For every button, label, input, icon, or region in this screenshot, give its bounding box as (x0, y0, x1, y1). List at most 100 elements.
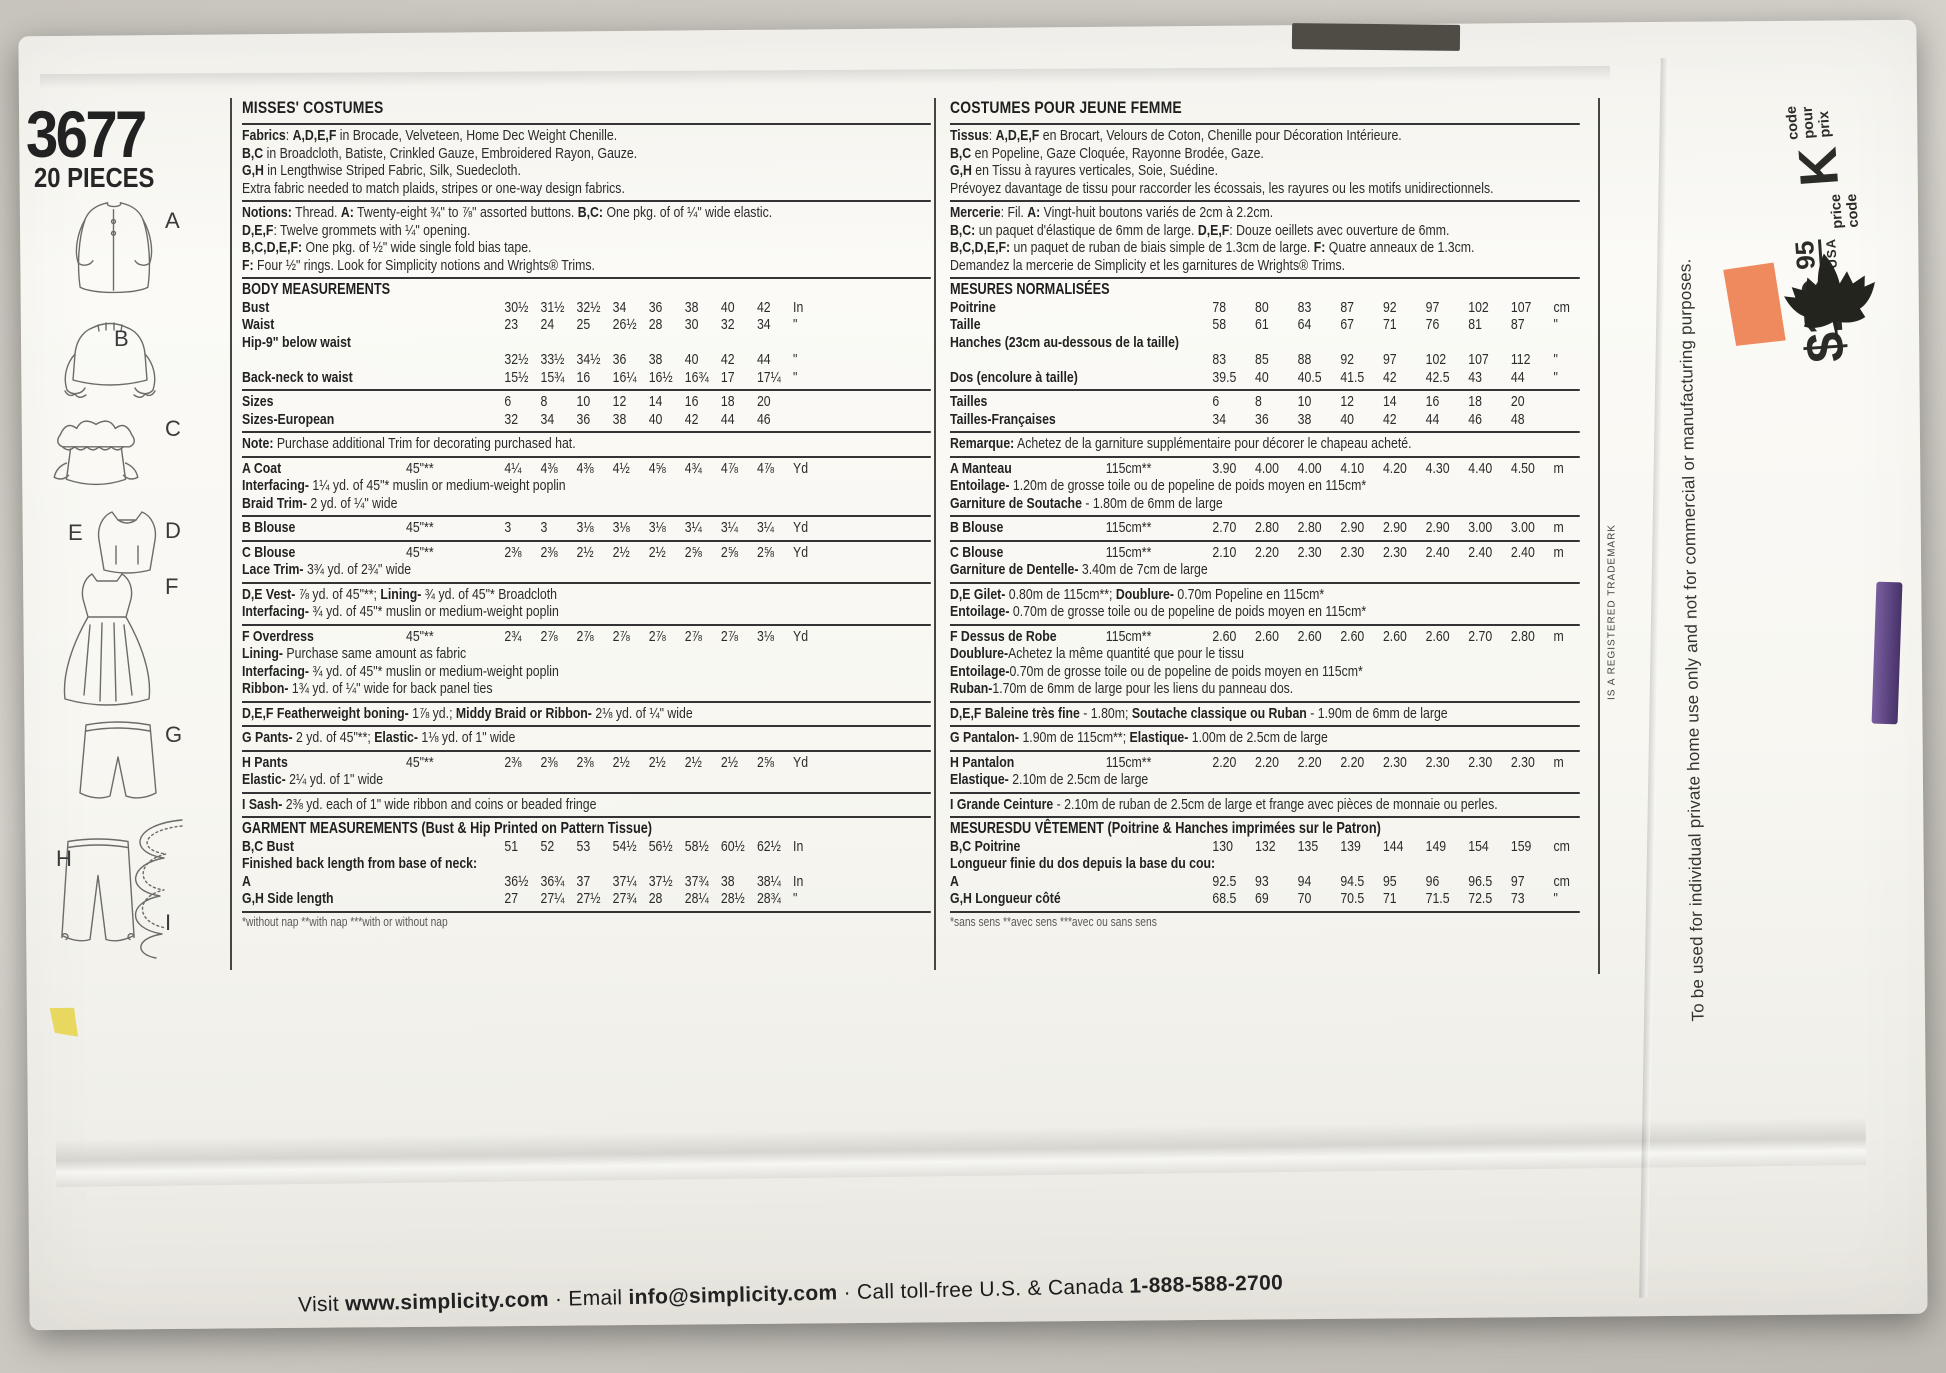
size-value: 159 (1510, 837, 1532, 855)
size-value: 2.70 (1212, 519, 1237, 536)
size-value: 23 (504, 316, 519, 333)
fabric-width (406, 838, 504, 856)
size-value: 2⅜ (540, 543, 558, 561)
subsection-heading: MESURESDU VÊTEMENT (Poitrine & Hanches i… (950, 820, 1381, 837)
text-segment: Notions: (242, 204, 292, 221)
size-value: 44 (1425, 410, 1440, 428)
unit-label: Yd (793, 519, 809, 536)
size-value: 2½ (612, 543, 630, 561)
row-label: F Dessus de Robe (950, 628, 1106, 646)
text-row: I Grande Ceinture - 2.10m de ruban de 2.… (950, 796, 1580, 814)
size-value: 15½ (504, 368, 529, 386)
text-row: Finished back length from base of neck: (242, 855, 931, 873)
text-segment: Entoilage- (950, 477, 1010, 494)
text-segment: 2.10m de 2.5cm de large (1008, 771, 1149, 788)
size-value: 46 (1468, 410, 1482, 428)
text-segment: Longueur finie du dos depuis la base du … (950, 855, 1216, 872)
size-value: 2.60 (1297, 627, 1322, 645)
data-row: Poitrine 78 80 83 87 92 97 102 107 cm (950, 299, 1580, 317)
size-value: 6 (504, 393, 512, 410)
text-segment: B,C: (577, 204, 604, 221)
text-segment: Prévoyez davantage de tissu pour raccord… (950, 179, 1494, 197)
text-segment: Lining- (380, 585, 422, 603)
text-row: Ribbon- 1¾ yd. of ¼" wide for back panel… (242, 680, 931, 698)
text-segment: Waist (242, 316, 275, 333)
size-value: 46 (756, 410, 771, 428)
size-value: 18 (720, 393, 735, 410)
data-row: G,H Side length 27 27¼ 27½ 27¾ 28 28¼ 28½ 28¾ " (242, 890, 931, 908)
size-value: 16 (576, 368, 591, 386)
text-segment: 1¾ yd. of ¼" wide for back panel ties (288, 680, 493, 697)
pour-word-3: prix (1815, 110, 1834, 139)
price-code-letter: K (1787, 145, 1851, 189)
size-value: 93 (1255, 872, 1269, 890)
text-row: Entoilage- 0.70m de grosse toile ou de p… (950, 603, 1580, 621)
divider (950, 539, 1580, 542)
size-value: 92 (1340, 351, 1355, 368)
size-value: 54½ (612, 837, 637, 855)
size-value: 2.30 (1510, 753, 1535, 771)
text-row: G Pantalon- 1.90m de 115cm**; Elastique-… (950, 729, 1580, 747)
text-segment: Vingt-huit boutons variés de 2cm à 2.2cm… (1040, 204, 1274, 221)
size-value: 4.00 (1297, 459, 1322, 477)
data-row: B,C Bust 51 52 53 54½ 56½ 58½ 60½ 62½ In (242, 838, 931, 856)
size-value: 30½ (504, 298, 529, 316)
text-segment: Sizes (242, 393, 274, 410)
text-segment: Extra fabric needed to match plaids, str… (242, 179, 625, 197)
data-row: Taille 58 61 64 67 71 76 81 87 " (950, 316, 1580, 334)
data-row: Sizes 6 8 10 12 14 16 18 20 (242, 393, 931, 411)
unit-label: Yd (793, 543, 809, 561)
text-segment: 1¼ yd. of 45"* muslin or medium-weight p… (308, 477, 566, 494)
size-value: 2⅞ (720, 627, 738, 645)
fabric-width (406, 369, 504, 387)
size-value: 3.00 (1510, 519, 1535, 536)
data-row: Tailles 6 8 10 12 14 16 18 20 (950, 393, 1580, 411)
data-row: H Pants 45"** 2⅜ 2⅜ 2⅜ 2½ 2½ 2½ 2½ 2⅝ Yd (242, 754, 931, 772)
size-value: 2.80 (1297, 519, 1322, 536)
size-value: 95 (1382, 872, 1397, 890)
size-value: 2⅞ (648, 627, 666, 645)
text-segment: Entoilage- (950, 603, 1010, 620)
size-value: 16 (684, 393, 699, 410)
text-segment: Thread. (291, 204, 341, 221)
text-segment: A Manteau (950, 459, 1012, 477)
unit-label: " (1553, 316, 1558, 333)
row-label: Poitrine (950, 299, 1106, 317)
size-value: 2⅜ (504, 543, 522, 561)
divider-sketch-column (230, 98, 232, 970)
text-segment: Elastic- (374, 729, 418, 746)
fabric-width: 45"** (406, 627, 434, 645)
sketch-label-g: G (165, 722, 183, 747)
size-value: 3 (504, 519, 512, 536)
divider (950, 749, 1580, 752)
size-value: 36 (576, 410, 591, 428)
data-row: A Coat 45"** 4¼ 4⅜ 4⅜ 4½ 4⅝ 4¾ 4⅞ 4⅞ Yd (242, 460, 931, 478)
text-row: B,C,D,E,F: One pkg. of ½" wide single fo… (242, 239, 931, 257)
divider (950, 515, 1580, 517)
size-value: 2.70 (1468, 627, 1493, 645)
divider (242, 515, 931, 517)
unit-label: m (1553, 627, 1564, 645)
unit-label: In (793, 872, 804, 890)
text-segment: Doublure- (1115, 585, 1174, 603)
size-value: 28¾ (756, 890, 781, 907)
text-segment: in Broadcloth, Batiste, Crinkled Gauze, … (263, 144, 638, 162)
fabric-width: 45"** (406, 519, 434, 536)
fabric-width (406, 299, 504, 317)
size-value: 38 (1297, 410, 1312, 428)
text-segment: Back-neck to waist (242, 368, 353, 386)
row-label: Taille (950, 316, 1106, 334)
fabric-width: 115cm** (1105, 627, 1152, 645)
fabric-width (1106, 890, 1213, 908)
divider (950, 700, 1580, 703)
text-row: B,C: un paquet d'élastique de 6mm de lar… (950, 222, 1580, 240)
data-row: G,H Longueur côté 68.5 69 70 70.5 71 71.5 72.5 7… (950, 890, 1580, 908)
size-value: 2½ (648, 543, 666, 561)
size-value: 2⅝ (684, 543, 702, 561)
text-row: Interfacing- 1¼ yd. of 45"* muslin or me… (242, 477, 931, 495)
text-segment: I Sash- (242, 795, 283, 813)
size-value: 102 (1468, 298, 1489, 316)
size-value: 94 (1297, 872, 1312, 890)
size-value: 16¾ (684, 368, 709, 386)
text-row: G Pants- 2 yd. of 45"**; Elastic- 1⅛ yd.… (242, 729, 931, 747)
